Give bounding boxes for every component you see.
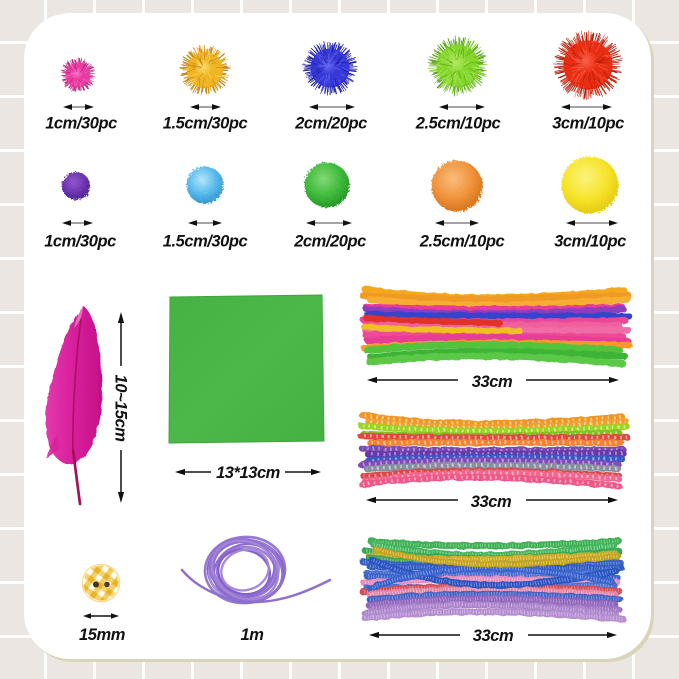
svg-text:2cm/20pc: 2cm/20pc	[293, 233, 366, 251]
svg-text:3cm/10pc: 3cm/10pc	[552, 115, 624, 133]
svg-text:2cm/20pc: 2cm/20pc	[294, 115, 367, 133]
svg-text:3cm/10pc: 3cm/10pc	[554, 233, 626, 251]
svg-text:1.5cm/30pc: 1.5cm/30pc	[163, 233, 248, 251]
svg-text:1m: 1m	[241, 626, 264, 644]
svg-text:13*13cm: 13*13cm	[216, 464, 280, 482]
svg-text:1cm/30pc: 1cm/30pc	[45, 115, 117, 133]
svg-text:2.5cm/10pc: 2.5cm/10pc	[415, 115, 501, 133]
svg-text:33cm: 33cm	[471, 493, 511, 511]
svg-text:1cm/30pc: 1cm/30pc	[44, 233, 116, 251]
svg-text:33cm: 33cm	[472, 373, 512, 391]
svg-text:33cm: 33cm	[473, 627, 513, 645]
svg-text:15mm: 15mm	[79, 626, 125, 644]
svg-text:10~15cm: 10~15cm	[112, 374, 130, 441]
svg-text:2.5cm/10pc: 2.5cm/10pc	[419, 233, 505, 251]
svg-text:1.5cm/30pc: 1.5cm/30pc	[163, 115, 248, 133]
